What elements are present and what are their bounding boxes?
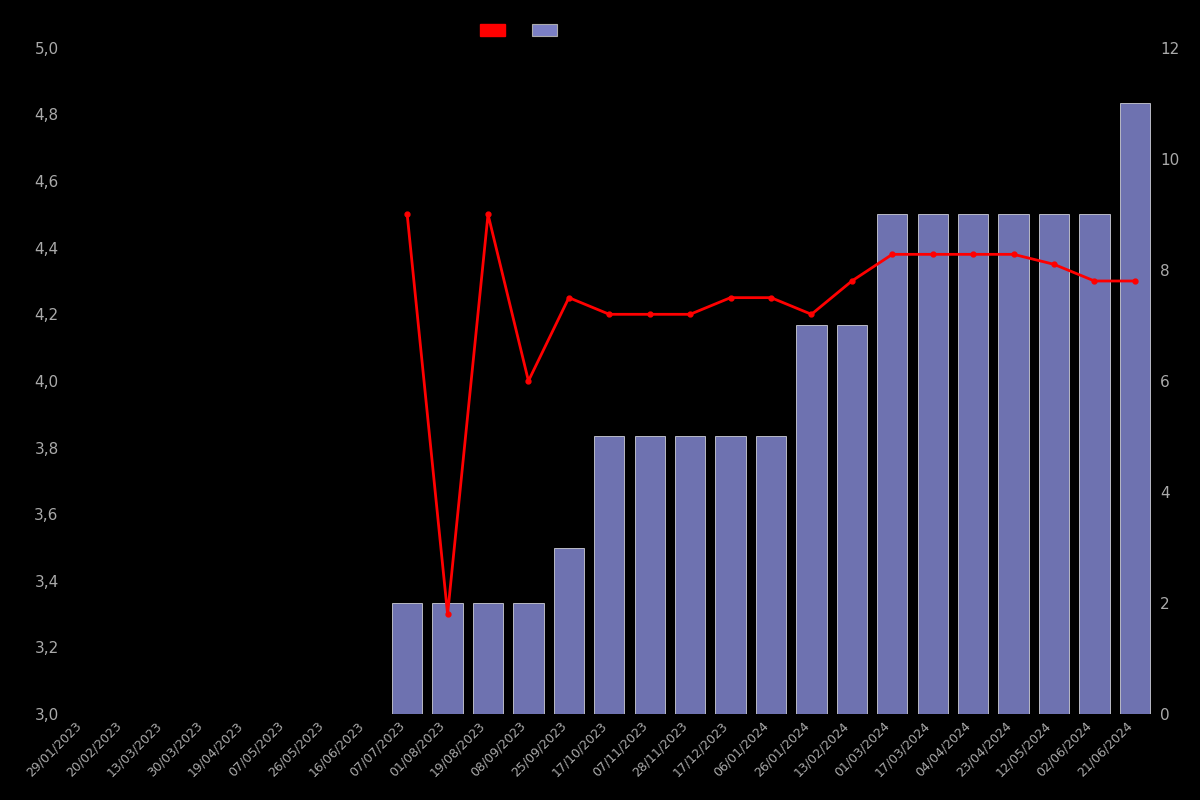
Bar <box>756 437 786 714</box>
Bar <box>877 214 907 714</box>
Bar <box>674 437 706 714</box>
Bar <box>594 437 624 714</box>
Bar <box>553 547 584 714</box>
Bar <box>958 214 989 714</box>
Bar <box>432 603 463 714</box>
Bar <box>1039 214 1069 714</box>
Bar <box>797 326 827 714</box>
Bar <box>392 603 422 714</box>
Bar <box>918 214 948 714</box>
Bar <box>1120 103 1150 714</box>
Bar <box>514 603 544 714</box>
Bar <box>715 437 745 714</box>
Bar <box>836 326 868 714</box>
Bar <box>998 214 1028 714</box>
Bar <box>473 603 503 714</box>
Bar <box>1079 214 1110 714</box>
Bar <box>635 437 665 714</box>
Legend: , : , <box>474 18 570 43</box>
